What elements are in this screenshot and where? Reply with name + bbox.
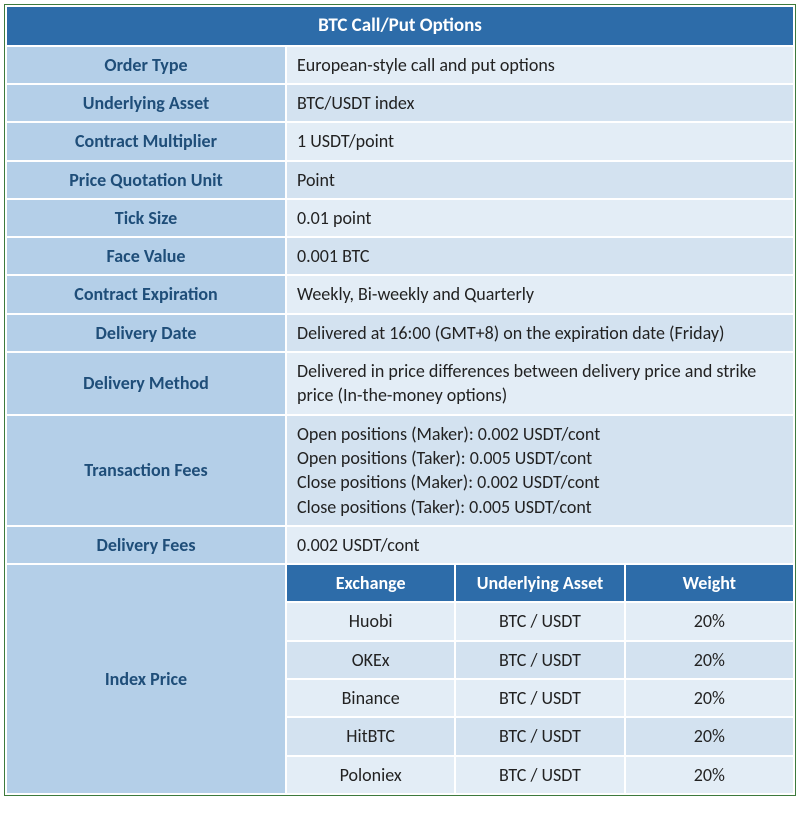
row-value: 1 USDT/point <box>286 122 794 160</box>
options-table: BTC Call/Put OptionsOrder TypeEuropean-s… <box>5 5 795 795</box>
index-price-cell: 20% <box>625 641 794 679</box>
row-value: BTC/USDT index <box>286 84 794 122</box>
row-label: Delivery Date <box>6 314 286 352</box>
index-price-cell: BTC / USDT <box>455 717 624 755</box>
index-price-header-row: Index PriceExchangeUnderlying AssetWeigh… <box>6 564 794 602</box>
index-price-cell: HitBTC <box>286 717 455 755</box>
index-price-cell: BTC / USDT <box>455 756 624 794</box>
table-row: Price Quotation UnitPoint <box>6 161 794 199</box>
index-price-cell: Huobi <box>286 602 455 640</box>
row-value: Open positions (Maker): 0.002 USDT/cont … <box>286 415 794 526</box>
row-value: European-style call and put options <box>286 46 794 84</box>
table-row: Face Value0.001 BTC <box>6 237 794 275</box>
row-label: Tick Size <box>6 199 286 237</box>
row-value: Weekly, Bi-weekly and Quarterly <box>286 275 794 313</box>
row-value: Point <box>286 161 794 199</box>
index-price-cell: 20% <box>625 679 794 717</box>
index-price-cell: 20% <box>625 717 794 755</box>
row-label: Contract Multiplier <box>6 122 286 160</box>
row-label: Contract Expiration <box>6 275 286 313</box>
table-row: Contract ExpirationWeekly, Bi-weekly and… <box>6 275 794 313</box>
row-label: Underlying Asset <box>6 84 286 122</box>
index-price-cell: 20% <box>625 756 794 794</box>
table-row: Delivery Fees0.002 USDT/cont <box>6 526 794 564</box>
row-value: Delivered at 16:00 (GMT+8) on the expira… <box>286 314 794 352</box>
row-label: Face Value <box>6 237 286 275</box>
title-row: BTC Call/Put Options <box>6 6 794 46</box>
table-row: Order TypeEuropean-style call and put op… <box>6 46 794 84</box>
table-row: Contract Multiplier1 USDT/point <box>6 122 794 160</box>
index-price-cell: OKEx <box>286 641 455 679</box>
index-price-header: Underlying Asset <box>455 564 624 602</box>
table-row: Tick Size0.01 point <box>6 199 794 237</box>
row-label: Price Quotation Unit <box>6 161 286 199</box>
row-value: 0.01 point <box>286 199 794 237</box>
table-row: Transaction FeesOpen positions (Maker): … <box>6 415 794 526</box>
row-value: 0.001 BTC <box>286 237 794 275</box>
row-value: 0.002 USDT/cont <box>286 526 794 564</box>
index-price-cell: 20% <box>625 602 794 640</box>
index-price-cell: BTC / USDT <box>455 641 624 679</box>
index-price-cell: BTC / USDT <box>455 679 624 717</box>
table-row: Delivery MethodDelivered in price differ… <box>6 352 794 415</box>
index-price-cell: Binance <box>286 679 455 717</box>
row-label: Delivery Method <box>6 352 286 415</box>
index-price-cell: BTC / USDT <box>455 602 624 640</box>
row-label: Transaction Fees <box>6 415 286 526</box>
index-price-label: Index Price <box>6 564 286 794</box>
row-label: Order Type <box>6 46 286 84</box>
index-price-header: Weight <box>625 564 794 602</box>
row-value: Delivered in price differences between d… <box>286 352 794 415</box>
index-price-header: Exchange <box>286 564 455 602</box>
index-price-cell: Poloniex <box>286 756 455 794</box>
row-label: Delivery Fees <box>6 526 286 564</box>
options-table-container: BTC Call/Put OptionsOrder TypeEuropean-s… <box>4 4 796 796</box>
table-title: BTC Call/Put Options <box>6 6 794 46</box>
table-row: Delivery DateDelivered at 16:00 (GMT+8) … <box>6 314 794 352</box>
table-row: Underlying AssetBTC/USDT index <box>6 84 794 122</box>
